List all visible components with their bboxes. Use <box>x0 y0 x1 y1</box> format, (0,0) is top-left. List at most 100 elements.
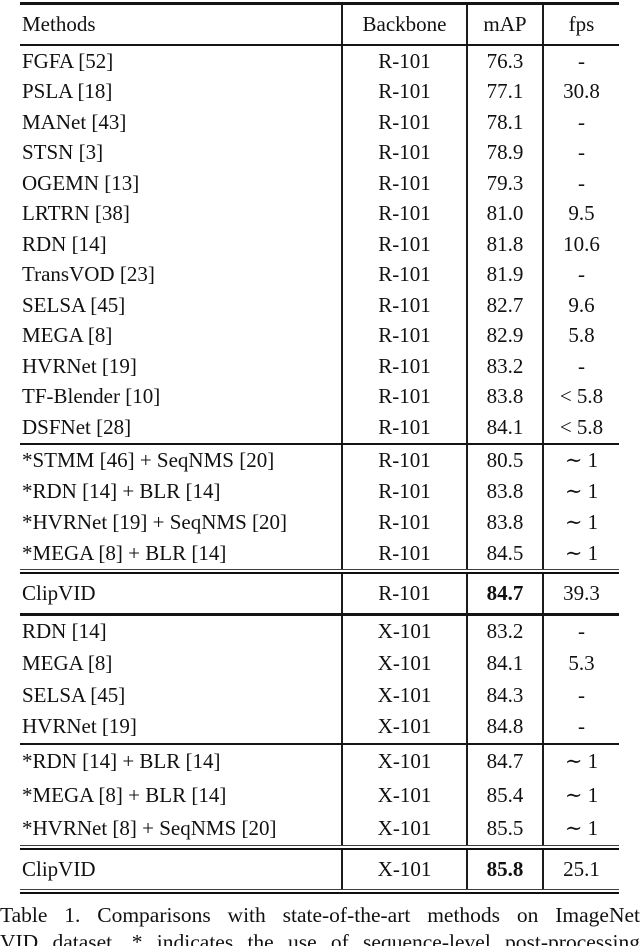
table-caption: Table 1. Comparisons with state-of-the-a… <box>0 902 640 946</box>
table-row: TransVOD [23] R-101 81.9- <box>20 259 619 291</box>
section-rule <box>20 612 619 616</box>
table-section-r101-postprocessing: *STMM [46] + SeqNMS [20] R-101 80.5 ∼ 1 *RDN… <box>20 445 619 570</box>
cell-fps: ∼ 1 <box>542 476 619 508</box>
cell-fps: 5.3 <box>542 647 619 680</box>
table-row: MEGA [8] X-101 84.1 5.3 <box>20 647 619 680</box>
cell-fps: - <box>542 351 619 382</box>
table-row: RDN [14] X-101 83.2- <box>20 615 619 648</box>
cell-backbone: R-101 <box>341 198 466 230</box>
cell-method: *RDN [14] + BLR [14] <box>22 749 221 774</box>
cell-map: 77.1 <box>466 76 542 108</box>
cell-backbone: X-101 <box>341 811 466 845</box>
cell-fps: 5.8 <box>542 320 619 352</box>
header-map: mAP <box>466 4 542 44</box>
cell-backbone: R-101 <box>341 137 466 169</box>
table-row: *STMM [46] + SeqNMS [20] R-101 80.5 ∼ 1 <box>20 445 619 477</box>
table-row: HVRNet [19] X-101 84.8- <box>20 710 619 743</box>
cell-map: 85.5 <box>466 811 542 845</box>
results-table: Methods Backbone mAP fps FGFA [52] R-101 7… <box>20 2 619 894</box>
cell-backbone: X-101 <box>341 615 466 648</box>
table-top-rule <box>20 2 619 5</box>
cell-map: 76.3 <box>466 46 542 77</box>
table-row: *RDN [14] + BLR [14] R-101 83.8 ∼ 1 <box>20 476 619 508</box>
table-row: *HVRNet [19] + SeqNMS [20] R-101 83.8 ∼ 1 <box>20 507 619 539</box>
cell-map: 84.8 <box>466 710 542 743</box>
cell-backbone: R-101 <box>341 320 466 352</box>
cell-backbone: X-101 <box>341 679 466 711</box>
cell-backbone: R-101 <box>341 574 466 613</box>
cell-method: HVRNet [19] <box>22 353 137 378</box>
cell-map: 84.7 <box>466 745 542 779</box>
cell-backbone: R-101 <box>341 46 466 77</box>
cell-backbone: R-101 <box>341 259 466 291</box>
table-row: PSLA [18] R-101 77.1 30.8 <box>20 76 619 108</box>
cell-method: DSFNet [28] <box>22 414 132 439</box>
cell-backbone: X-101 <box>341 745 466 779</box>
cell-fps: ∼ 1 <box>542 778 619 812</box>
cell-backbone: R-101 <box>341 538 466 570</box>
cell-method: *HVRNet [19] + SeqNMS [20] <box>22 510 287 535</box>
cell-fps: ∼ 1 <box>542 445 619 477</box>
cell-map: 85.4 <box>466 778 542 812</box>
cell-backbone: R-101 <box>341 290 466 321</box>
cell-map: 82.7 <box>466 290 542 321</box>
table-row: ClipVID R-101 84.7 39.3 <box>20 574 619 613</box>
table-row: OGEMN [13] R-101 79.3- <box>20 168 619 199</box>
cell-fps: 10.6 <box>542 229 619 260</box>
cell-backbone: X-101 <box>341 710 466 743</box>
cell-method: SELSA [45] <box>22 292 126 317</box>
cell-backbone: R-101 <box>341 229 466 260</box>
table-row: *MEGA [8] + BLR [14] R-101 84.5 ∼ 1 <box>20 538 619 570</box>
table-row: HVRNet [19] R-101 83.2- <box>20 351 619 382</box>
caption-line-1: Table 1. Comparisons with state-of-the-a… <box>0 903 640 927</box>
cell-map: 78.1 <box>466 107 542 138</box>
cell-fps: - <box>542 168 619 199</box>
cell-method: TransVOD [23] <box>22 262 155 287</box>
cell-method: *RDN [14] + BLR [14] <box>22 479 221 504</box>
table-row: TF-Blender [10] R-101 83.8 < 5.8 <box>20 381 619 413</box>
cell-fps: ∼ 1 <box>542 745 619 779</box>
cell-fps: - <box>542 137 619 169</box>
cell-map: 84.3 <box>466 679 542 711</box>
header-methods: Methods <box>22 11 96 36</box>
cell-map: 83.2 <box>466 351 542 382</box>
header-fps: fps <box>542 4 619 44</box>
cell-fps: - <box>542 107 619 138</box>
cell-fps: 9.6 <box>542 290 619 321</box>
cell-fps: - <box>542 46 619 77</box>
cell-method: RDN [14] <box>22 231 107 256</box>
table-section-x101-postprocessing: *RDN [14] + BLR [14] X-101 84.7 ∼ 1 *MEGA [8… <box>20 745 619 845</box>
table-row: *MEGA [8] + BLR [14] X-101 85.4 ∼ 1 <box>20 778 619 812</box>
cell-method: MANet [43] <box>22 109 127 134</box>
table-section-x101-baselines: RDN [14] X-101 83.2- MEGA [8] X-101 84.1 5.3 SE… <box>20 615 619 743</box>
table-section-r101-baselines: FGFA [52] R-101 76.3- PSLA [18] R-101 77.1 30.… <box>20 46 619 443</box>
cell-map: 81.9 <box>466 259 542 291</box>
cell-map: 82.9 <box>466 320 542 352</box>
cell-backbone: R-101 <box>341 76 466 108</box>
table-row: MEGA [8] R-101 82.9 5.8 <box>20 320 619 352</box>
table-row: DSFNet [28] R-101 84.1 < 5.8 <box>20 412 619 443</box>
section-rule <box>20 888 619 894</box>
cell-fps: ∼ 1 <box>542 538 619 570</box>
cell-method: PSLA [18] <box>22 79 113 104</box>
cell-method: SELSA [45] <box>22 682 126 707</box>
cell-map: 79.3 <box>466 168 542 199</box>
cell-fps: ∼ 1 <box>542 507 619 539</box>
table-row: ClipVID X-101 85.8 25.1 <box>20 850 619 889</box>
cell-map: 84.5 <box>466 538 542 570</box>
cell-method: MEGA [8] <box>22 323 113 348</box>
cell-backbone: R-101 <box>341 107 466 138</box>
cell-method: LRTRN [38] <box>22 201 130 226</box>
cell-fps: 9.5 <box>542 198 619 230</box>
cell-backbone: R-101 <box>341 445 466 477</box>
cell-fps: < 5.8 <box>542 381 619 413</box>
cell-method: STSN [3] <box>22 140 104 165</box>
cell-fps: < 5.8 <box>542 412 619 443</box>
section-rule <box>20 742 619 746</box>
cell-backbone: R-101 <box>341 381 466 413</box>
cell-map: 81.8 <box>466 229 542 260</box>
cell-fps: - <box>542 679 619 711</box>
header-bottom-rule <box>20 43 619 47</box>
cell-map: 83.8 <box>466 381 542 413</box>
cell-fps: - <box>542 710 619 743</box>
